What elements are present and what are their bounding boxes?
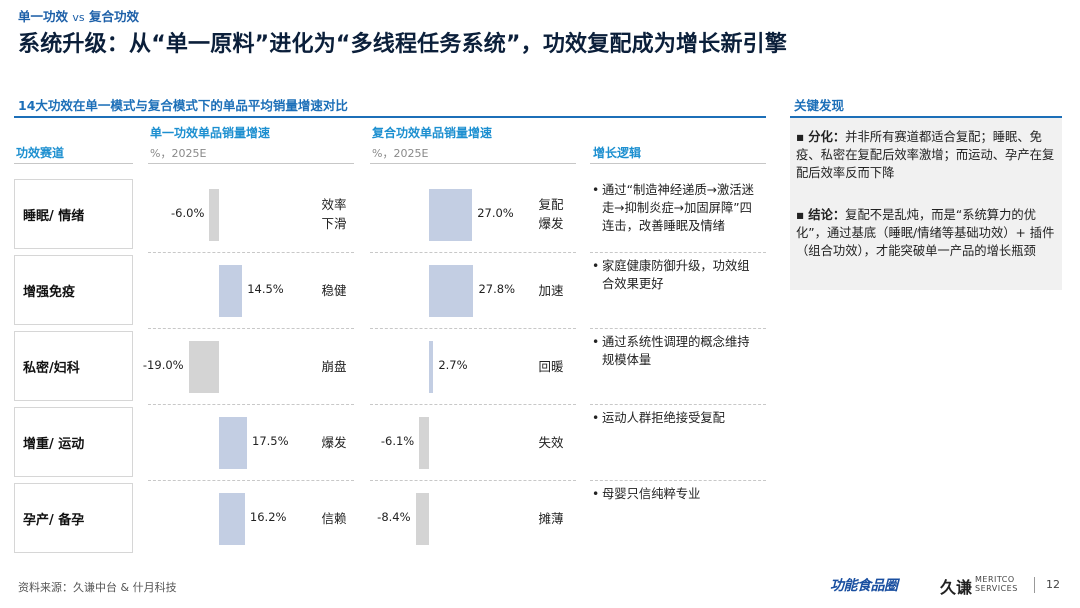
single-value-label: 14.5% [247, 282, 284, 296]
page-number-divider [1034, 577, 1035, 593]
meritco-line-2: SERVICES [975, 584, 1018, 593]
bullet-icon: • [592, 487, 600, 501]
row-divider [148, 480, 354, 481]
combo-bar [429, 265, 474, 317]
combo-value-label: -6.1% [380, 434, 415, 448]
row-divider [590, 328, 766, 329]
row-divider [370, 252, 576, 253]
combo-value-label: -8.4% [377, 510, 411, 524]
row-divider [148, 328, 354, 329]
single-value-label: -19.0% [142, 358, 184, 372]
combo-tag: 复配爆发 [538, 197, 564, 231]
single-tag: 爆发 [321, 434, 347, 450]
combo-bar [429, 341, 434, 393]
crumb-part2: 复合功效 [88, 9, 139, 24]
combo-header-rule [370, 163, 576, 164]
row-divider [590, 252, 766, 253]
chart-title-rule [14, 116, 766, 118]
row-divider [370, 328, 576, 329]
combo-value-label: 27.0% [477, 206, 514, 220]
single-value-label: 16.2% [249, 510, 287, 524]
growth-logic-text: 通过“制造神经递质→激活迷走→抑制炎症→加固屏障”四连击，改善睡眠及情绪 [602, 183, 754, 233]
single-column-header: 单一功效单品销量增速 [150, 126, 271, 140]
key-finding-1: ▪ 分化：并非所有赛道都适合复配；睡眠、免疫、私密在复配后效率激增；而运动、孕产… [796, 128, 1058, 182]
growth-logic: • 运动人群拒绝接受复配 [592, 409, 760, 427]
row-divider [148, 404, 354, 405]
row-divider [370, 480, 576, 481]
combo-column-header: 复合功效单品销量增速 [372, 126, 493, 140]
growth-logic: • 通过系统性调理的概念维持规模体量 [592, 333, 760, 369]
single-tag: 崩盘 [321, 358, 347, 374]
single-tag: 信赖 [321, 510, 347, 526]
combo-tag: 失效 [538, 434, 564, 450]
key-findings-title: 关键发现 [794, 98, 845, 113]
category-label: 睡眠/ 情绪 [14, 179, 133, 249]
key-finding-2: ▪ 结论：复配不是乱炖，而是“系统算力的优化”，通过基底（睡眠/情绪等基础功效）… [796, 206, 1058, 260]
single-tag: 效率下滑 [321, 197, 347, 231]
growth-logic: • 母婴只信纯粹专业 [592, 485, 760, 503]
breadcrumb: 单一功效 vs 复合功效 [18, 6, 139, 25]
bullet-icon: • [592, 183, 600, 197]
single-bar [209, 189, 219, 241]
growth-logic-text: 通过系统性调理的概念维持规模体量 [602, 335, 750, 367]
row-divider [590, 480, 766, 481]
page-title: 系统升级：从“单一原料”进化为“多线程任务系统”，功效复配成为增长新引擎 [18, 32, 788, 57]
bullet-icon: • [592, 411, 600, 425]
key-findings-panel [790, 118, 1062, 290]
category-label: 增重/ 运动 [14, 407, 133, 477]
row-divider [148, 252, 354, 253]
meritco-logo: MERITCO SERVICES [975, 575, 1018, 593]
combo-column-unit: %，2025E [372, 147, 429, 160]
crumb-vs: vs [72, 11, 85, 24]
growth-logic: • 家庭健康防御升级，功效组合效果更好 [592, 257, 760, 293]
category-column-header: 功效赛道 [16, 146, 65, 160]
growth-logic-text: 运动人群拒绝接受复配 [602, 411, 725, 425]
meritco-line-1: MERITCO [975, 575, 1015, 584]
single-value-label: -6.0% [171, 206, 205, 220]
bullet-icon: • [592, 335, 600, 349]
category-label: 增强免疫 [14, 255, 133, 325]
key-finding-1-bullet: ▪ [796, 130, 805, 144]
single-bar [219, 265, 243, 317]
single-value-label: 17.5% [252, 434, 289, 448]
category-label: 孕产/ 备孕 [14, 483, 133, 553]
combo-tag: 摊薄 [538, 510, 564, 526]
combo-value-label: 2.7% [438, 358, 468, 372]
category-header-rule [14, 163, 133, 164]
single-bar [219, 417, 247, 469]
combo-bar [415, 493, 429, 545]
bullet-icon: • [592, 259, 600, 273]
functional-food-logo: 功能食品圈 [830, 578, 898, 594]
key-findings-rule [790, 116, 1062, 118]
single-bar [219, 493, 245, 545]
source-note: 资料来源：久谦中台 & 什月科技 [18, 581, 177, 594]
key-finding-2-bullet: ▪ [796, 208, 805, 222]
jiuqian-logo: 久谦 [940, 578, 973, 597]
page-number: 12 [1046, 578, 1060, 591]
single-bar [188, 341, 219, 393]
key-finding-1-label: 分化： [808, 130, 846, 144]
growth-logic-text: 母婴只信纯粹专业 [602, 487, 701, 501]
growth-logic-text: 家庭健康防御升级，功效组合效果更好 [602, 259, 750, 291]
single-header-rule [148, 163, 354, 164]
combo-value-label: 27.8% [478, 282, 516, 296]
crumb-part1: 单一功效 [18, 9, 69, 24]
combo-bar [429, 189, 473, 241]
logic-header-rule [590, 163, 766, 164]
single-column-unit: %，2025E [150, 147, 207, 160]
row-divider [590, 404, 766, 405]
row-divider [370, 404, 576, 405]
logic-column-header: 增长逻辑 [593, 146, 642, 160]
key-finding-2-text: 复配不是乱炖，而是“系统算力的优化”，通过基底（睡眠/情绪等基础功效）+ 插件（… [796, 208, 1055, 258]
key-finding-2-label: 结论： [808, 208, 846, 222]
single-tag: 稳健 [321, 282, 347, 298]
key-finding-1-text: 并非所有赛道都适合复配；睡眠、免疫、私密在复配后效率激增；而运动、孕产在复配后效… [796, 130, 1055, 180]
category-label: 私密/妇科 [14, 331, 133, 401]
combo-bar [419, 417, 429, 469]
growth-logic: • 通过“制造神经递质→激活迷走→抑制炎症→加固屏障”四连击，改善睡眠及情绪 [592, 181, 760, 235]
combo-tag: 加速 [538, 282, 564, 298]
combo-tag: 回暖 [538, 358, 564, 374]
chart-title: 14大功效在单一模式与复合模式下的单品平均销量增速对比 [18, 98, 348, 113]
